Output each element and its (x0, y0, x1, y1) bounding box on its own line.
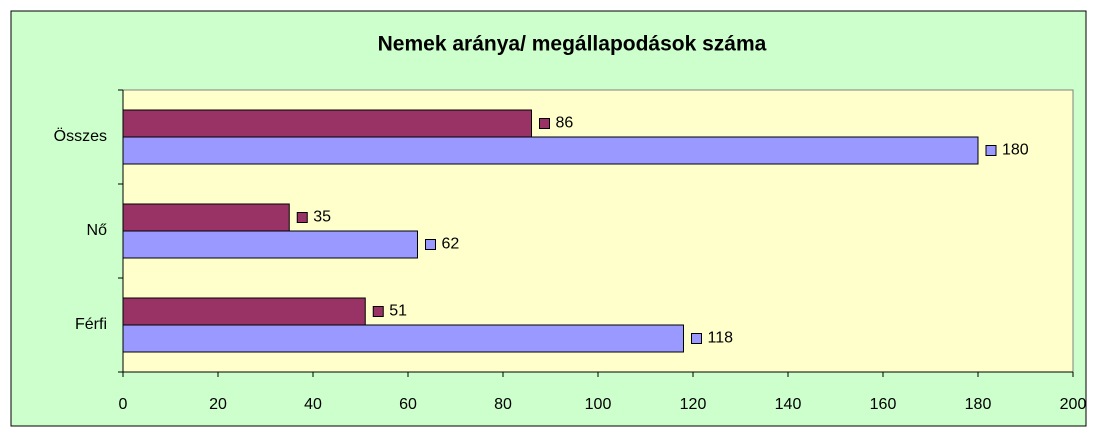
x-tick-label: 160 (870, 396, 897, 413)
label-key (985, 145, 997, 156)
label-key (296, 212, 308, 223)
data-label: 86 (556, 115, 574, 132)
bar (122, 297, 366, 326)
data-label: 35 (313, 209, 331, 226)
x-tick-label: 80 (494, 396, 512, 413)
bar (122, 230, 418, 259)
x-tick-label: 20 (209, 396, 227, 413)
label-key (691, 333, 702, 344)
bar (122, 324, 684, 353)
bar (122, 203, 290, 232)
data-label: 62 (442, 236, 460, 253)
label-key (372, 306, 384, 317)
x-tick-label: 180 (965, 396, 992, 413)
y-tick-label: Összes (54, 127, 107, 145)
y-tick-label: Férfi (75, 316, 107, 333)
bar (122, 109, 532, 138)
chart-title: Nemek aránya/ megállapodások száma (378, 33, 767, 56)
x-tick-label: 100 (585, 396, 612, 413)
x-tick-label: 120 (680, 396, 707, 413)
x-tick-label: 0 (119, 396, 128, 413)
bar (122, 136, 979, 165)
x-tick-label: 200 (1060, 396, 1087, 413)
data-label: 180 (1002, 142, 1029, 159)
label-key (425, 239, 436, 250)
label-key (539, 118, 550, 129)
data-label: 51 (389, 303, 407, 320)
x-tick-label: 40 (304, 396, 322, 413)
x-tick-label: 140 (775, 396, 802, 413)
x-tick-label: 60 (399, 396, 417, 413)
data-label: 118 (708, 330, 734, 347)
y-tick-label: Nő (87, 222, 108, 239)
